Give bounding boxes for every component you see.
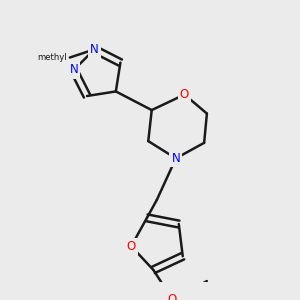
Text: N: N [172,152,180,165]
Text: O: O [127,240,136,253]
Text: methyl: methyl [38,53,67,62]
Text: N: N [90,43,99,56]
Text: O: O [168,293,177,300]
Text: N: N [69,64,78,76]
Text: O: O [180,88,189,101]
